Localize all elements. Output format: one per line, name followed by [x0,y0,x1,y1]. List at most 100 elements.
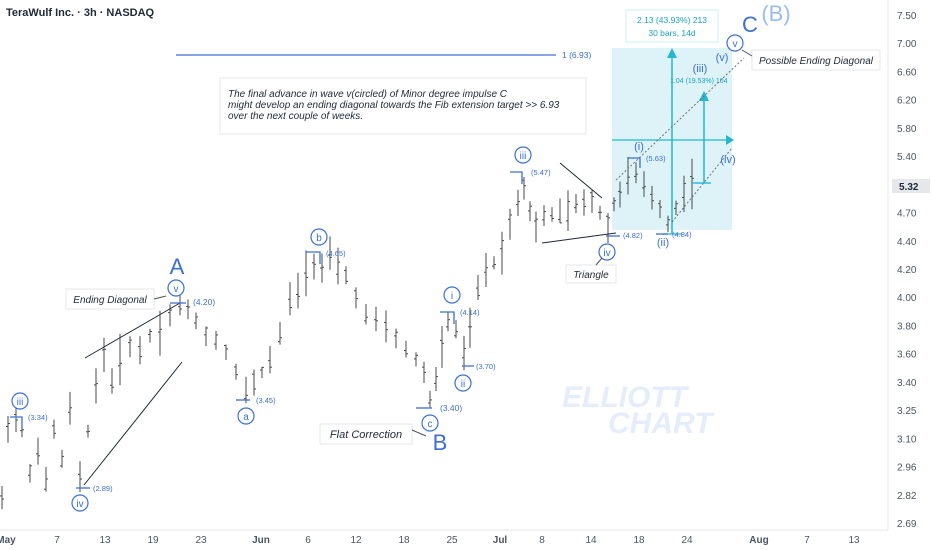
x-tick-label: 24 [681,535,693,546]
ohlc-bar [542,205,546,226]
ohlc-bar [582,189,586,216]
ohlc-bar [168,304,172,327]
fib-target-label: 1 (6.93) [562,50,591,60]
x-axis: May 7 13 19 23 Jun 6 12 18 25 Jul 8 14 18 24 Aug 7 13 [0,535,860,546]
ohlc-bar [36,437,40,465]
ohlc-bars [0,156,694,510]
wave-iii-minuette: (iii) [693,63,708,75]
ohlc-bar [252,369,256,396]
ohlc-bar [404,340,408,358]
wave-iv-minute-1: iv [76,499,83,510]
ohlc-bar [148,328,152,343]
ohlc-bar [674,200,678,215]
ending-diagonal-upper [84,302,181,359]
wave-i-minute: i [451,291,453,302]
ohlc-bar [682,175,686,212]
level-label-3-40: (3.40) [440,403,462,413]
y-tick-label: 7.50 [897,11,917,22]
watermark-line-2: CHART [608,407,715,440]
level-label-5-63: (5.63) [646,154,666,163]
ohlc-bar [118,333,122,386]
x-tick-label: May [0,535,16,546]
x-tick-label: Jul [493,535,508,546]
ohlc-bar [102,337,106,372]
ohlc-bar [422,361,426,384]
y-tick-label: 2.82 [897,491,917,502]
ohlc-bar [244,376,248,404]
y-tick-label: 3.80 [897,321,917,332]
ohlc-bar [598,205,602,220]
level-label-4-84: (4.84) [672,230,692,239]
ohlc-bar [414,352,418,367]
y-tick-label: 6.60 [897,67,917,78]
ohlc-bar [440,326,444,368]
ohlc-bar [606,213,610,243]
ohlc-bar [528,201,532,222]
wave-A: A [170,254,185,279]
ohlc-bar [508,208,512,240]
ohlc-bar [336,247,340,285]
y-tick-label: 5.80 [897,124,917,135]
ohlc-bar [690,158,694,210]
level-5-63 [628,157,641,168]
callout-triangle-text: Triangle [573,270,609,281]
ohlc-bar [434,367,438,392]
wave-iv-minute-2: iv [603,248,610,259]
callout-possible-ending-diagonal-text: Possible Ending Diagonal [759,56,874,67]
ohlc-bar [312,253,316,280]
x-tick-label: 14 [585,535,597,546]
x-tick-label: 23 [195,535,207,546]
ohlc-bar [666,215,670,233]
ohlc-bar [204,326,208,347]
last-price-text: 5.32 [899,182,919,193]
y-tick-label: 7.00 [897,39,917,50]
ohlc-bar [224,344,228,360]
wave-B-intermediate: (B) [761,1,790,26]
ohlc-bar [68,391,72,425]
x-tick-label: 18 [398,535,410,546]
ohlc-bar [194,312,198,330]
measure-line-1: 2.13 (43.93%) 213 [637,15,707,25]
wave-b: b [316,233,322,244]
level-4-65 [306,251,321,264]
wave-a: a [243,412,249,423]
y-tick-label: 4.40 [897,237,917,248]
ohlc-bar [278,322,282,345]
x-tick-label: Aug [749,535,768,546]
level-label-2-89: (2.89) [93,484,113,493]
ohlc-bar [650,185,654,210]
ohlc-bar [28,464,32,483]
level-5-47 [510,171,523,184]
ohlc-bar [128,336,132,358]
wave-v-minuette: (v) [716,52,729,64]
ohlc-bar [658,200,662,219]
annotation-note: The final advance in wave v(circled) of … [219,77,587,135]
x-tick-label: Jun [252,535,270,546]
wave-c: c [428,419,433,430]
wave-v-minute-3: v [733,39,738,50]
level-label-3-34: (3.34) [28,413,48,422]
wave-labels: iii iv v A a b c B i ii iii iv (i) (ii) … [11,1,791,512]
level-4-14 [440,311,455,324]
ohlc-bar [268,345,272,374]
x-tick-label: 19 [147,535,159,546]
watermark-line-1: ELLIOTT [562,381,690,414]
ohlc-bar [374,306,378,331]
level-label-4-20: (4.20) [193,297,215,307]
y-tick-label: 2.96 [897,463,917,474]
ohlc-bar [158,310,162,356]
x-tick-label: 25 [446,535,458,546]
ohlc-bar [454,320,458,339]
watermark: ELLIOTT CHART [562,381,715,440]
level-label-3-70: (3.70) [476,362,496,371]
ohlc-bar [86,424,90,438]
ohlc-bar [78,461,82,492]
price-level-labels: (3.34) (2.89) (4.20) (3.45) (4.65) (3.40… [28,154,692,493]
ohlc-bar [328,236,332,270]
wave-B: B [433,430,448,455]
ohlc-bar [642,171,646,197]
ohlc-bar [110,368,114,394]
level-label-4-14: (4.14) [460,308,480,317]
measure-arrow-head-main [667,48,677,58]
